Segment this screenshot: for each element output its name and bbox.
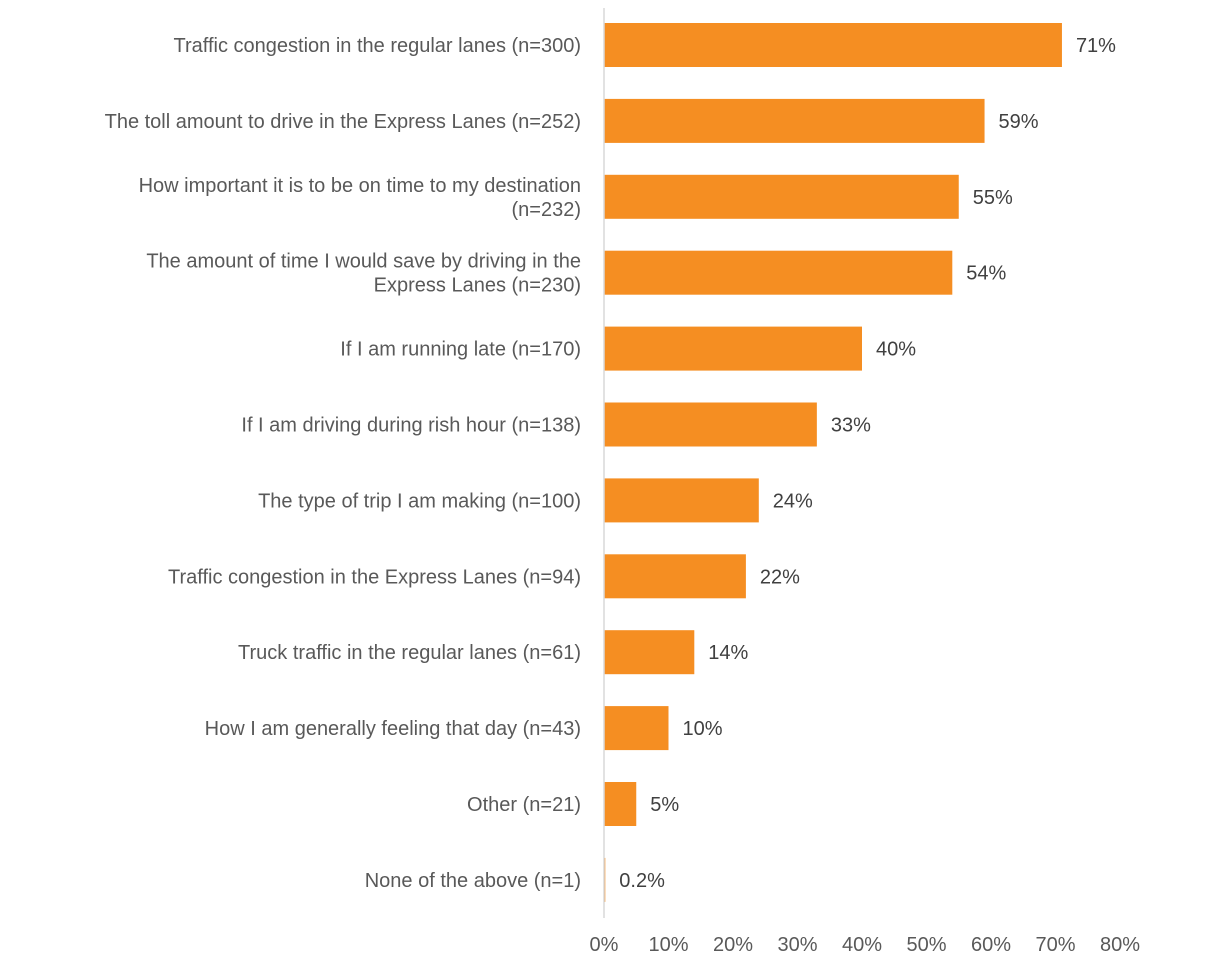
category-label: None of the above (n=1) [365,870,581,892]
bar [604,554,746,599]
x-tick-label: 30% [777,934,817,956]
data-label: 22% [760,566,800,588]
data-labels-group: 71% 59% 55% 54% 40% 33% 24% 22% 14% 10% 5% 0.2% [619,35,1116,892]
category-label-line: The amount of time I would save by drivi… [146,251,581,273]
category-label: The amount of time I would save by drivi… [146,251,581,297]
bar [604,250,953,295]
category-label: How I am generally feeling that day (n=4… [205,718,581,740]
bars-group [604,23,1062,902]
x-tick-label: 40% [842,934,882,956]
bar [604,23,1062,67]
bar [604,98,985,143]
x-tick-label: 10% [648,934,688,956]
category-label: The type of trip I am making (n=100) [258,490,581,512]
bar [604,706,669,751]
category-label-line: Traffic congestion in the regular lanes … [174,35,581,57]
bar [604,402,817,447]
x-tick-label: 0% [590,934,619,956]
category-label-line: If I am driving during rish hour (n=138) [241,415,581,437]
category-label-line: The toll amount to drive in the Express … [105,111,581,133]
category-label-line: How important it is to be on time to my … [139,175,581,197]
category-label-line: How I am generally feeling that day (n=4… [205,718,581,740]
category-label-line: (n=232) [512,199,582,221]
category-label: Traffic congestion in the Express Lanes … [168,566,581,588]
category-label-line: Traffic congestion in the Express Lanes … [168,566,581,588]
category-label-line: Other (n=21) [467,794,581,816]
bar [604,478,759,523]
data-label: 71% [1076,35,1116,57]
bar [604,174,959,219]
data-label: 59% [999,111,1039,133]
x-tick-label: 50% [906,934,946,956]
x-tick-label: 70% [1035,934,1075,956]
data-label: 0.2% [619,870,665,892]
category-labels-group: Traffic congestion in the regular lanes … [105,35,581,892]
category-label: Traffic congestion in the regular lanes … [174,35,581,57]
data-label: 14% [708,642,748,664]
category-label: Other (n=21) [467,794,581,816]
x-axis-tick-labels-group: 0% 10% 20% 30% 40% 50% 60% 70% 80% [590,934,1141,956]
data-label: 33% [831,415,871,437]
data-label: 5% [650,794,679,816]
bar [604,630,695,675]
data-label: 10% [683,718,723,740]
bar [604,782,637,826]
x-tick-label: 80% [1100,934,1140,956]
category-label: Truck traffic in the regular lanes (n=61… [238,642,581,664]
category-label-line: None of the above (n=1) [365,870,581,892]
category-label: The toll amount to drive in the Express … [105,111,581,133]
category-label-line: The type of trip I am making (n=100) [258,490,581,512]
data-label: 40% [876,339,916,361]
data-label: 54% [966,263,1006,285]
category-label-line: Truck traffic in the regular lanes (n=61… [238,642,581,664]
category-label-line: Express Lanes (n=230) [374,275,581,297]
x-tick-label: 20% [713,934,753,956]
data-label: 55% [973,187,1013,209]
x-tick-label: 60% [971,934,1011,956]
category-label-line: If I am running late (n=170) [340,339,581,361]
category-label: How important it is to be on time to my … [139,175,581,221]
bar [604,326,862,371]
category-label: If I am driving during rish hour (n=138) [241,415,581,437]
category-label: If I am running late (n=170) [340,339,581,361]
data-label: 24% [773,490,813,512]
